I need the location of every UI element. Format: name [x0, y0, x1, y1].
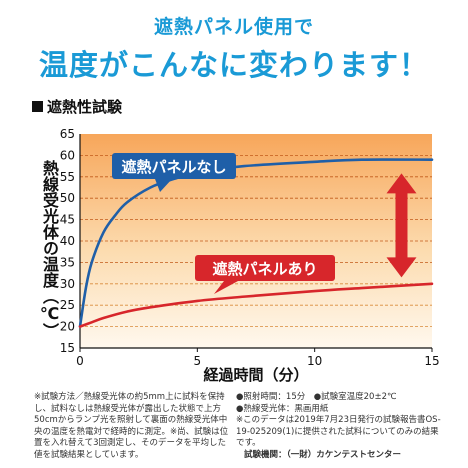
x-tick-0: 0 — [76, 354, 84, 368]
test-method-text: ※試験方法／熱線受光体の約5mm上に試料を保持し、試料なしは熱線受光体が露出した… — [34, 392, 229, 460]
difference-arrow — [386, 173, 417, 278]
test-method-note: ※試験方法／熱線受光体の約5mm上に試料を保持し、試料なしは熱線受光体が露出した… — [34, 392, 230, 461]
y-tick-25: 25 — [60, 298, 75, 312]
x-tick-5: 5 — [194, 354, 202, 368]
conditions-line-3: ※このデータは2019年7月23日発行の試験報告書OS-19-025209(1)… — [236, 415, 441, 448]
no-panel-label: 遮熱パネルなし — [112, 153, 236, 192]
conditions-line-1: ●照射時間：15分 ●試験室温度20±2℃ — [236, 392, 397, 402]
no-panel-label-pointer — [155, 179, 172, 192]
no-panel-label-text: 遮熱パネルなし — [121, 158, 226, 176]
y-tick-65: 65 — [60, 127, 75, 141]
headline-line-1: 遮熱パネル使用で — [153, 16, 314, 38]
y-tick-20: 20 — [60, 320, 75, 334]
x-tick-labels: 0 5 10 15 — [76, 348, 440, 368]
with-panel-label-text: 遮熱パネルあり — [212, 260, 317, 278]
y-tick-50: 50 — [60, 191, 75, 205]
y-tick-40: 40 — [60, 234, 75, 248]
series-line-1 — [78, 158, 434, 328]
with-panel-label-box — [195, 255, 335, 281]
no-panel-label-box — [112, 153, 236, 179]
y-tick-45: 45 — [60, 213, 75, 227]
y-tick-60: 60 — [60, 148, 75, 162]
series-lines — [78, 158, 434, 328]
y-tick-35: 35 — [60, 255, 75, 269]
test-conditions-note: ●照射時間：15分 ●試験室温度20±2℃ ●熱線受光体：黒画用紙 ※このデータ… — [236, 392, 446, 450]
testing-lab: 試験機関：（一財）カケンテストセンター — [244, 450, 401, 460]
x-tick-15: 15 — [424, 354, 439, 368]
y-tick-55: 55 — [60, 170, 75, 184]
y-tick-labels: 15 20 25 30 35 40 45 50 55 60 65 — [60, 127, 75, 355]
x-axis-label: 経過時間（分） — [203, 366, 308, 384]
with-panel-label-pointer — [214, 281, 238, 294]
section-title: 遮熱性試験 — [32, 96, 122, 117]
headline-banner: 遮熱パネル使用で 温度がこんなに変わります！ — [14, 8, 454, 90]
x-tick-10: 10 — [307, 354, 322, 368]
double-arrow-shape — [386, 173, 417, 278]
y-tick-30: 30 — [60, 277, 75, 291]
square-bullet-icon — [32, 101, 43, 112]
y-tick-15: 15 — [60, 341, 75, 355]
conditions-line-2: ●熱線受光体：黒画用紙 — [236, 403, 329, 414]
y-axis-label: 熱線受光体の温度（℃） — [40, 160, 59, 339]
with-panel-label: 遮熱パネルあり — [195, 255, 335, 294]
series-line-2 — [78, 282, 434, 328]
section-title-text: 遮熱性試験 — [47, 98, 123, 116]
headline-line-2: 温度がこんなに変わります！ — [38, 48, 429, 82]
